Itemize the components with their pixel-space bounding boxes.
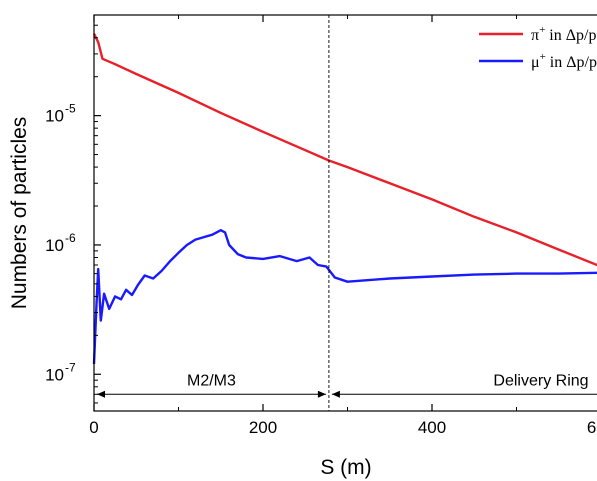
y-tick-exponent: -5 xyxy=(65,102,76,116)
x-tick-label: 600 xyxy=(587,418,597,437)
axis-layer: 020040060080010-710-610-5 xyxy=(45,15,597,437)
y-tick-exponent: -6 xyxy=(65,231,76,245)
plot-area xyxy=(94,15,597,411)
arrow-head-right xyxy=(317,390,326,398)
annotation-layer: M2/M3 Delivery Ring xyxy=(97,15,597,411)
series-line-pion xyxy=(92,33,597,267)
y-tick-label: 10 xyxy=(45,365,64,384)
x-tick-label: 0 xyxy=(89,418,98,437)
x-tick-label: 400 xyxy=(418,418,446,437)
y-axis-label: Numbers of particles xyxy=(8,117,31,310)
series-layer xyxy=(92,33,597,365)
legend: π+ in Δp/p=±1% μ+ in Δp/p=±1% xyxy=(479,24,597,71)
y-tick-label: 10 xyxy=(45,236,64,255)
x-axis-label: S (m) xyxy=(320,456,371,479)
arrow-head-left xyxy=(331,390,340,398)
x-tick-label: 200 xyxy=(249,418,277,437)
region-label: Delivery Ring xyxy=(493,372,588,389)
region-label: M2/M3 xyxy=(187,372,236,389)
y-tick-label: 10 xyxy=(45,107,64,126)
y-tick-exponent: -7 xyxy=(65,360,76,374)
arrow-head-left xyxy=(97,390,105,398)
legend-label: μ+ in Δp/p=±1% xyxy=(531,51,597,71)
series-line-muon xyxy=(92,228,597,365)
legend-label: π+ in Δp/p=±1% xyxy=(531,24,597,44)
